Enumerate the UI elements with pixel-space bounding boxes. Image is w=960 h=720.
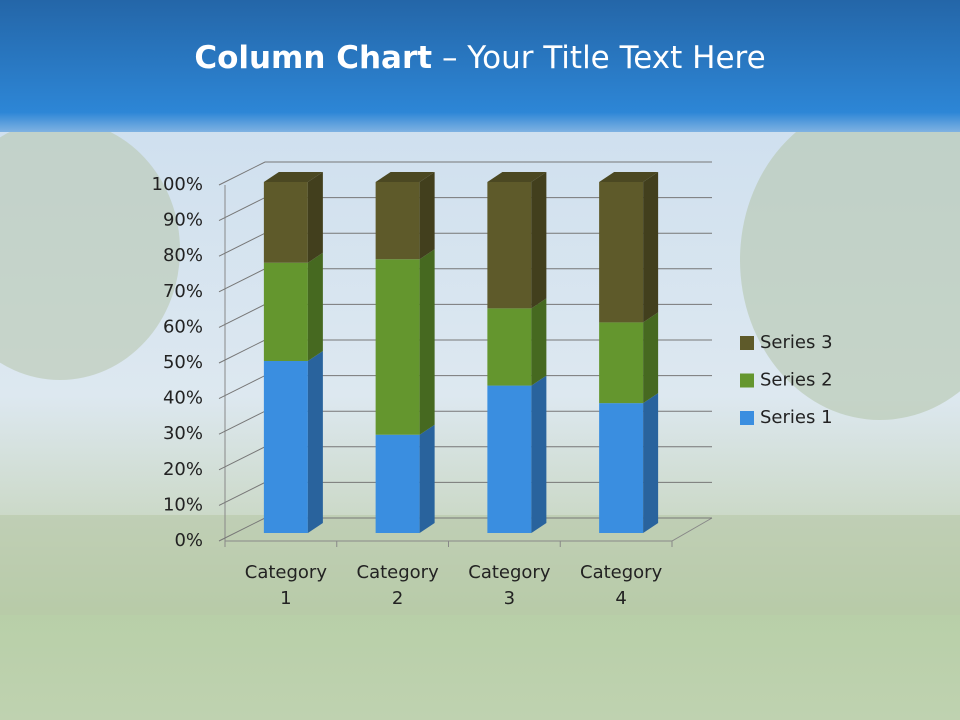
- bar-side: [419, 424, 435, 533]
- bar-side: [307, 252, 323, 362]
- plot-area: 0% 10% 20% 30% 40% 50% 60% 70% 80% 90% 100% Series …: [152, 161, 833, 551]
- bar-side: [643, 393, 659, 533]
- y-tick-label: 30%: [163, 423, 203, 444]
- bar-side: [643, 172, 659, 323]
- bar-front: [487, 385, 532, 533]
- bar-top: [263, 172, 323, 182]
- x-tick-label: Category 2: [356, 562, 439, 609]
- bar-segment: [487, 375, 547, 533]
- bar-segment: [263, 252, 323, 362]
- legend-swatch: [740, 411, 754, 425]
- y-tick-label: 90%: [163, 210, 203, 231]
- bar-segment: [599, 312, 659, 404]
- bar-side: [531, 375, 547, 533]
- grid-line: [218, 161, 712, 186]
- tree: [0, 120, 180, 380]
- bar-side: [307, 172, 323, 263]
- y-tick-label: 10%: [163, 494, 203, 515]
- bar-segment: [487, 298, 547, 386]
- legend-swatch: [740, 373, 754, 388]
- y-tick-label: 70%: [163, 281, 203, 302]
- bar-front: [599, 182, 644, 323]
- y-tick-label: 40%: [163, 388, 203, 409]
- bar-top: [487, 172, 547, 182]
- bar-segment: [263, 351, 323, 533]
- bar-front: [375, 259, 420, 435]
- y-tick-label: 100%: [152, 174, 203, 195]
- x-tick-label: Category 3: [468, 562, 551, 609]
- bar-side: [643, 312, 659, 404]
- x-tick-label: Category 1: [244, 562, 327, 609]
- bar-segment: [599, 393, 659, 533]
- y-tick-label: 0%: [174, 530, 203, 551]
- title-bold: Column Chart: [194, 40, 433, 76]
- bar-front: [599, 322, 644, 404]
- legend-label: Series 2: [760, 370, 833, 391]
- bar-segment: [599, 172, 659, 323]
- bar-front: [375, 182, 420, 260]
- bar-front: [263, 262, 308, 362]
- y-tick-label: 50%: [163, 352, 203, 373]
- bar-segment: [375, 424, 435, 533]
- legend-label: Series 3: [760, 332, 833, 353]
- bar-side: [419, 172, 435, 260]
- x-tick-label: Category 4: [580, 562, 663, 609]
- y-tick-label: 80%: [163, 245, 203, 266]
- bar-side: [419, 249, 435, 435]
- y-tick-label: 60%: [163, 316, 203, 337]
- y-tick-label: 20%: [163, 459, 203, 480]
- bar-segment: [263, 172, 323, 263]
- title-rest: – Your Title Text Here: [441, 40, 766, 76]
- bar-side: [531, 172, 547, 309]
- bar-side: [531, 298, 547, 386]
- bar-segment: [487, 172, 547, 309]
- header-band: [0, 0, 960, 132]
- bar-segment: [375, 172, 435, 260]
- bar-front: [487, 182, 532, 309]
- bar-segment: [375, 249, 435, 435]
- bar-side: [307, 351, 323, 533]
- bar-front: [375, 434, 420, 533]
- legend-label: Series 1: [760, 407, 833, 428]
- treeline: [0, 515, 960, 615]
- bar-front: [263, 361, 308, 533]
- bar-top: [375, 172, 435, 182]
- bar-top: [599, 172, 659, 182]
- bar-front: [487, 308, 532, 386]
- legend-swatch: [740, 336, 754, 350]
- slide-title: Column Chart – Your Title Text Here: [0, 40, 960, 76]
- bar-front: [599, 403, 644, 533]
- bar-front: [263, 182, 308, 263]
- tree: [740, 100, 960, 420]
